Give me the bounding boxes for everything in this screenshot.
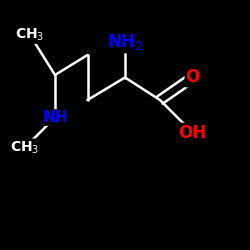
Text: NH: NH: [42, 110, 68, 125]
Text: NH$_2$: NH$_2$: [107, 32, 143, 52]
Text: CH$_3$: CH$_3$: [15, 27, 45, 43]
Text: CH$_3$: CH$_3$: [10, 139, 40, 156]
Text: OH: OH: [178, 124, 206, 142]
Text: O: O: [186, 68, 200, 86]
